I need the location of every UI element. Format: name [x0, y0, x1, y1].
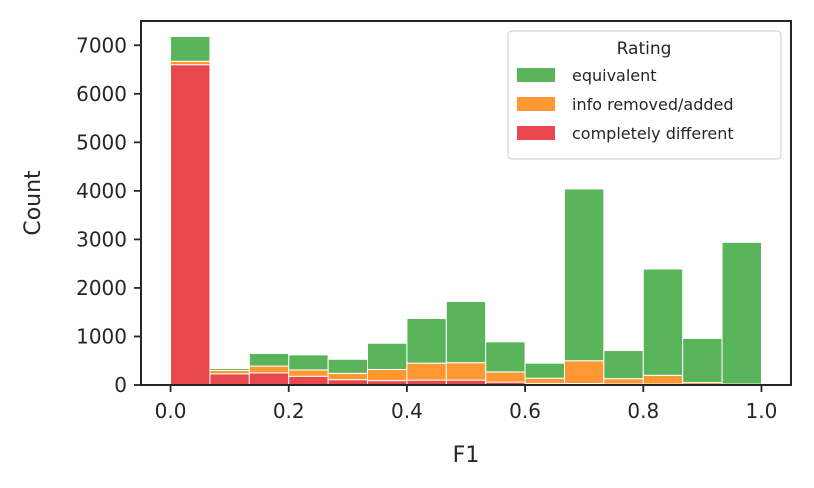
bar-equivalent-bin-2 [248, 352, 290, 367]
y-tick-label: 3000 [76, 227, 127, 251]
legend-items: equivalent info removed/added completely d… [517, 66, 734, 143]
legend-title: Rating [617, 39, 672, 59]
x-tick-label: 0.4 [391, 399, 423, 423]
bar-completely-different-bin-1 [209, 373, 250, 386]
bar-equivalent-bin-9 [524, 362, 566, 379]
legend-box [507, 30, 782, 160]
bar-info-removed-added-bin-6 [406, 362, 447, 381]
y-tick-label: 0 [114, 373, 127, 397]
x-axis-label: F1 [453, 443, 480, 468]
y-axis-label: Count [21, 170, 46, 236]
bar-info-removed-added-bin-1 [209, 369, 250, 375]
bar-equivalent-bin-14 [721, 241, 762, 385]
bar-completely-different-bin-2 [248, 372, 290, 386]
legend: Rating equivalent info removed/added compl… [507, 30, 782, 160]
bar-equivalent-bin-6 [406, 318, 447, 364]
bar-equivalent-bin-4 [327, 358, 368, 374]
bar-info-removed-added-bin-4 [327, 372, 368, 381]
x-tick-label: 0.0 [155, 399, 187, 423]
y-tick-label: 2000 [76, 276, 127, 300]
x-axis: 0.0 0.2 0.4 0.6 0.8 1.0 [155, 385, 778, 423]
bar-equivalent-bin-11 [603, 350, 644, 380]
bar-info-removed-added-bin-10 [564, 360, 605, 385]
bar-info-removed-added-bin-8 [485, 371, 526, 383]
y-tick-label: 5000 [76, 130, 127, 154]
y-tick-label: 4000 [76, 179, 127, 203]
bar-info-removed-added-bin-11 [603, 378, 644, 385]
legend-swatch-completely-different [517, 126, 555, 140]
x-tick-label: 0.6 [509, 399, 541, 423]
x-tick-label: 1.0 [746, 399, 778, 423]
bars-group [170, 36, 762, 386]
x-tick-label: 0.2 [273, 399, 305, 423]
legend-label-info-removed-added: info removed/added [572, 95, 734, 114]
bar-info-removed-added-bin-12 [642, 374, 684, 385]
x-tick-label: 0.8 [627, 399, 659, 423]
bar-equivalent-bin-10 [564, 188, 605, 362]
bar-info-removed-added-bin-2 [248, 365, 290, 374]
bar-equivalent-bin-3 [288, 354, 329, 371]
bar-info-removed-added-bin-0 [170, 60, 211, 66]
plot-frame [140, 20, 792, 386]
bar-info-removed-added-bin-3 [288, 369, 329, 377]
bar-info-removed-added-bin-9 [524, 377, 566, 385]
bar-info-removed-added-bin-7 [445, 362, 487, 381]
bar-completely-different-bin-3 [288, 375, 329, 386]
y-tick-label: 1000 [76, 324, 127, 348]
bar-equivalent-bin-7 [445, 301, 487, 364]
legend-label-completely-different: completely different [572, 124, 734, 143]
bar-equivalent-bin-8 [485, 341, 526, 373]
bar-equivalent-bin-0 [170, 36, 211, 62]
bar-completely-different-bin-0 [170, 64, 211, 386]
legend-swatch-equivalent [517, 68, 555, 82]
y-tick-label: 6000 [76, 82, 127, 106]
legend-swatch-info-removed-added [517, 97, 555, 111]
bar-equivalent-bin-5 [366, 342, 408, 370]
y-axis: 0 1000 2000 3000 4000 5000 6000 7000 [76, 33, 141, 397]
legend-label-equivalent: equivalent [572, 66, 657, 85]
bar-info-removed-added-bin-5 [366, 368, 408, 382]
bar-equivalent-bin-12 [642, 268, 684, 376]
bar-equivalent-bin-13 [682, 337, 723, 384]
bar-equivalent-bin-1 [209, 367, 250, 371]
y-tick-label: 7000 [76, 33, 127, 57]
